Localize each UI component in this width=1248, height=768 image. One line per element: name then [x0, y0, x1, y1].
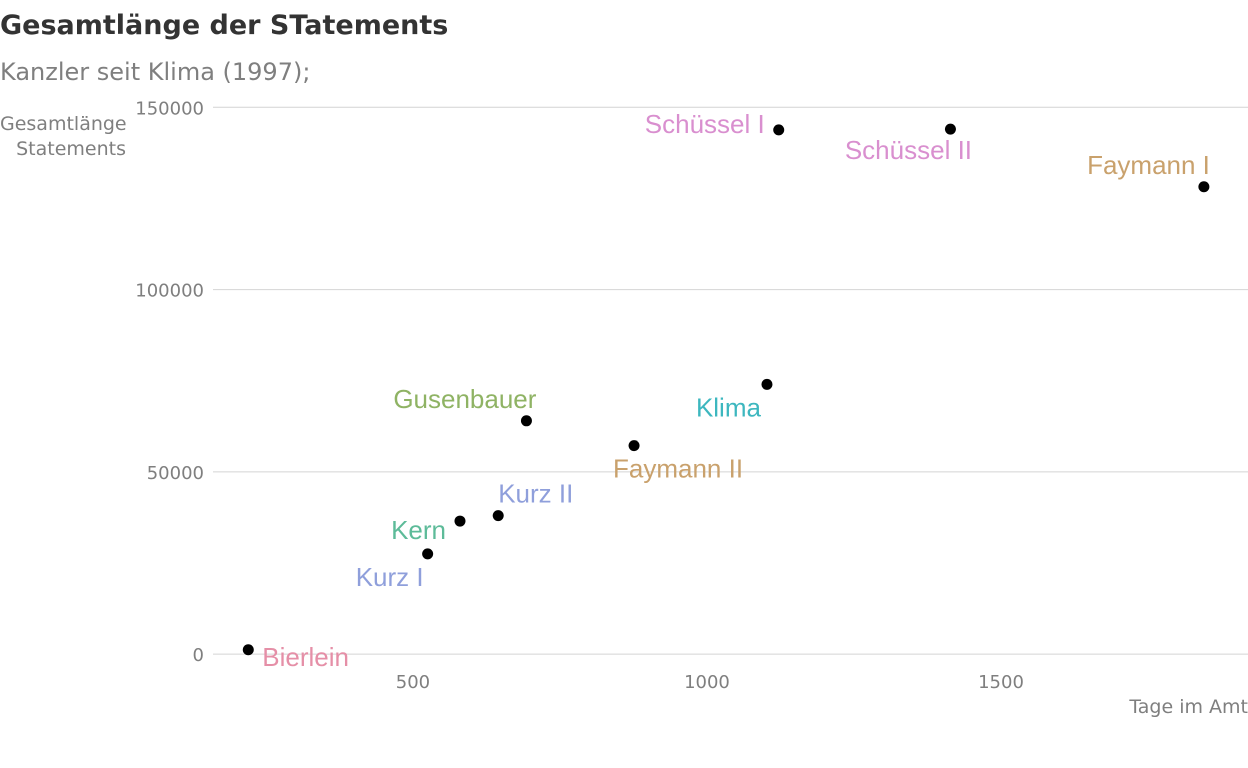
data-point — [422, 548, 434, 560]
data-point — [1198, 181, 1210, 193]
data-point — [492, 510, 504, 522]
point-label: Klima — [696, 392, 762, 422]
y-axis-title: Gesamtlänge Statements — [0, 113, 127, 160]
y-tick-label: 100000 — [135, 281, 204, 302]
x-tick-label: 1500 — [978, 672, 1024, 693]
point-label: Kern — [391, 515, 446, 545]
data-point — [242, 644, 254, 656]
chart-subtitle: Kanzler seit Klima (1997); — [0, 58, 311, 86]
data-point — [944, 123, 956, 135]
point-label: Kurz I — [356, 562, 424, 592]
data-point — [520, 415, 532, 427]
data-point — [628, 440, 640, 452]
data-point — [761, 378, 773, 390]
x-axis-title: Tage im Amt — [1129, 696, 1248, 718]
y-tick-label: 0 — [193, 645, 204, 666]
data-point — [773, 124, 785, 136]
point-label: Schüssel II — [845, 135, 972, 165]
point-label: Faymann II — [613, 454, 743, 484]
point-label: Faymann I — [1087, 150, 1210, 180]
gridlines — [213, 106, 1248, 655]
point-label: Kurz II — [498, 479, 573, 509]
axis-ticks: 0 50000 100000 150000 500 1000 1500 — [135, 98, 1024, 693]
point-label: Bierlein — [262, 642, 349, 672]
data-points — [242, 123, 1210, 656]
point-label: Schüssel I — [645, 109, 765, 139]
y-tick-label: 50000 — [147, 463, 204, 484]
point-label: Gusenbauer — [393, 384, 536, 414]
y-tick-label: 150000 — [135, 98, 204, 119]
point-labels: Bierlein Kurz I Kern Kurz II Gusenbauer Fayma… — [262, 109, 1210, 672]
data-point — [454, 515, 466, 527]
x-tick-label: 500 — [396, 672, 430, 693]
x-tick-label: 1000 — [684, 672, 730, 693]
chart-title: Gesamtlänge der STatements — [0, 10, 449, 41]
